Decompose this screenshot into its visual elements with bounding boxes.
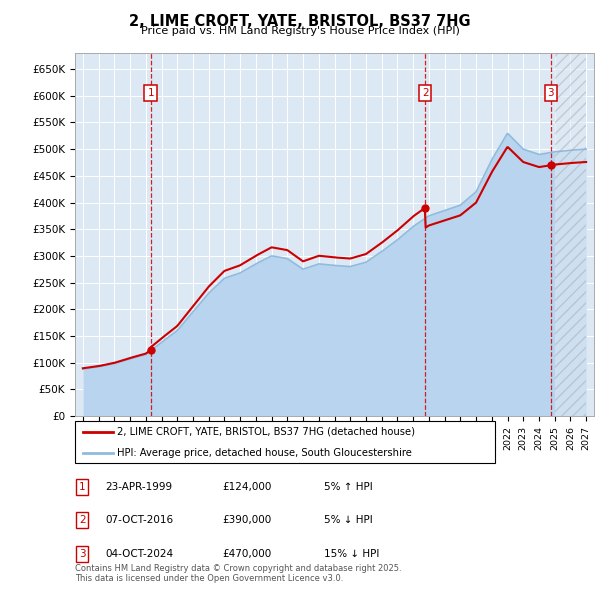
- Text: 07-OCT-2016: 07-OCT-2016: [105, 516, 173, 525]
- FancyBboxPatch shape: [75, 421, 495, 463]
- Text: 5% ↓ HPI: 5% ↓ HPI: [324, 516, 373, 525]
- Text: Price paid vs. HM Land Registry's House Price Index (HPI): Price paid vs. HM Land Registry's House …: [140, 26, 460, 36]
- Text: 15% ↓ HPI: 15% ↓ HPI: [324, 549, 379, 559]
- Text: 04-OCT-2024: 04-OCT-2024: [105, 549, 173, 559]
- Text: 23-APR-1999: 23-APR-1999: [105, 482, 172, 491]
- Text: 2, LIME CROFT, YATE, BRISTOL, BS37 7HG: 2, LIME CROFT, YATE, BRISTOL, BS37 7HG: [129, 14, 471, 29]
- Text: 1: 1: [148, 88, 154, 98]
- Text: 2: 2: [422, 88, 428, 98]
- Text: 3: 3: [79, 549, 86, 559]
- Text: HPI: Average price, detached house, South Gloucestershire: HPI: Average price, detached house, Sout…: [117, 448, 412, 458]
- Text: 3: 3: [548, 88, 554, 98]
- Text: 2, LIME CROFT, YATE, BRISTOL, BS37 7HG (detached house): 2, LIME CROFT, YATE, BRISTOL, BS37 7HG (…: [117, 427, 415, 437]
- Text: 5% ↑ HPI: 5% ↑ HPI: [324, 482, 373, 491]
- Text: Contains HM Land Registry data © Crown copyright and database right 2025.
This d: Contains HM Land Registry data © Crown c…: [75, 563, 401, 583]
- Text: 2: 2: [79, 516, 86, 525]
- Text: 1: 1: [79, 482, 86, 491]
- Text: £124,000: £124,000: [222, 482, 271, 491]
- Text: £390,000: £390,000: [222, 516, 271, 525]
- Text: £470,000: £470,000: [222, 549, 271, 559]
